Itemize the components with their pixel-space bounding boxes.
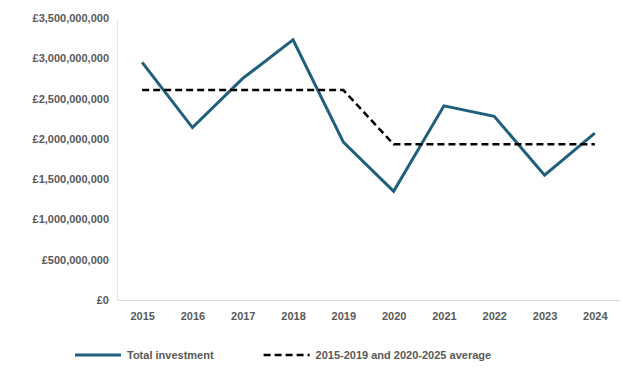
x-tick-label: 2018	[281, 310, 305, 322]
x-tick-label: 2022	[483, 310, 507, 322]
y-tick: £1,000,000,000	[33, 213, 117, 225]
y-tick-label: £0	[97, 294, 109, 306]
y-tick: £2,000,000,000	[33, 133, 117, 145]
y-tick-label: £1,500,000,000	[33, 173, 109, 185]
y-tick: £0	[97, 294, 117, 306]
x-tick-label: 2015	[130, 310, 154, 322]
y-axis: £0 £500,000,000 £1,000,000,000 £1,500,000,0…	[33, 12, 118, 306]
x-tick-label: 2024	[583, 310, 608, 322]
legend: Total investment 2015-2019 and 2020-2025 …	[75, 349, 491, 361]
chart: £0 £500,000,000 £1,000,000,000 £1,500,000,0…	[0, 0, 623, 378]
y-tick-label: £1,000,000,000	[33, 213, 109, 225]
x-tick: 2015	[130, 300, 154, 322]
x-tick: 2024	[583, 300, 608, 322]
y-tick: £1,500,000,000	[33, 173, 117, 185]
x-tick: 2020	[382, 300, 406, 322]
x-tick: 2018	[281, 300, 305, 322]
x-tick: 2016	[181, 300, 205, 322]
legend-label: Total investment	[127, 349, 214, 361]
x-axis: 2015 2016 2017 2018 2019 2020 2021 2022 2023 2024	[118, 300, 621, 322]
y-tick: £2,500,000,000	[33, 93, 117, 105]
x-tick-label: 2017	[231, 310, 255, 322]
x-tick: 2017	[231, 300, 255, 322]
y-tick: £3,500,000,000	[33, 12, 117, 24]
plot-area	[142, 40, 595, 191]
x-tick: 2019	[332, 300, 356, 322]
legend-swatch	[264, 354, 310, 357]
x-tick: 2023	[533, 300, 557, 322]
y-tick-label: £2,000,000,000	[33, 133, 109, 145]
x-tick-label: 2019	[332, 310, 356, 322]
legend-swatch	[75, 354, 121, 357]
y-tick-label: £2,500,000,000	[33, 93, 109, 105]
x-tick-label: 2016	[181, 310, 205, 322]
x-tick-label: 2023	[533, 310, 557, 322]
y-tick-label: £3,500,000,000	[33, 12, 109, 24]
y-axis-line	[117, 19, 118, 301]
series-line	[142, 40, 595, 191]
y-tick: £500,000,000	[42, 254, 117, 266]
x-tick: 2022	[483, 300, 507, 322]
x-tick-label: 2021	[432, 310, 456, 322]
legend-label: 2015-2019 and 2020-2025 average	[316, 349, 492, 361]
legend-item: 2015-2019 and 2020-2025 average	[264, 349, 492, 361]
x-tick: 2021	[432, 300, 456, 322]
x-axis-line	[118, 300, 621, 301]
y-tick-label: £3,000,000,000	[33, 52, 109, 64]
y-tick-label: £500,000,000	[42, 254, 109, 266]
legend-item: Total investment	[75, 349, 214, 361]
y-tick: £3,000,000,000	[33, 52, 117, 64]
x-tick-label: 2020	[382, 310, 406, 322]
series-line	[142, 90, 595, 144]
